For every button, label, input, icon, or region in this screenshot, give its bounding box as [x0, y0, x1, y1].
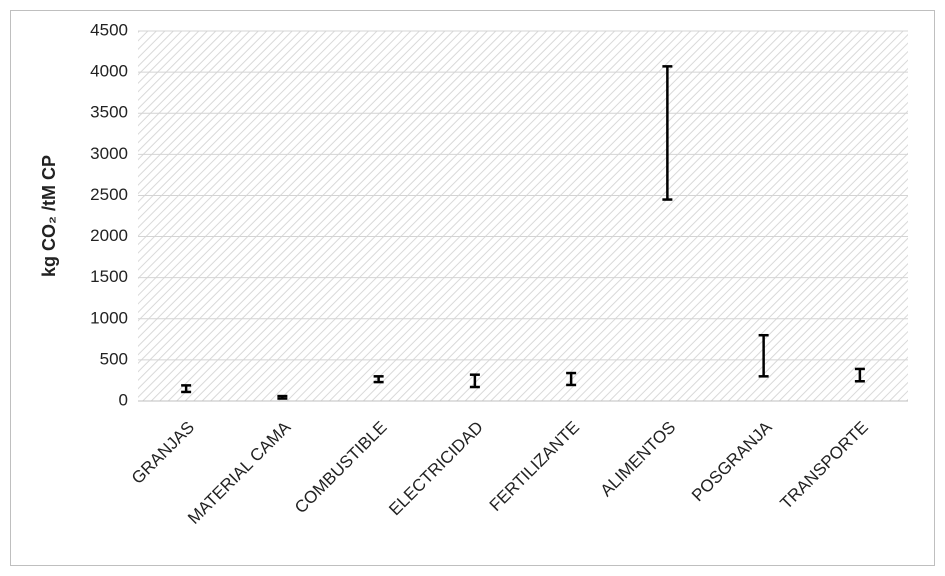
- y-tick-label: 4000: [90, 62, 128, 81]
- y-tick-label: 1500: [90, 267, 128, 286]
- y-tick-label: 2500: [90, 185, 128, 204]
- y-tick-label: 3500: [90, 103, 128, 122]
- y-tick-label: 0: [119, 390, 128, 409]
- plot-area: [138, 31, 908, 401]
- y-tick-label: 4500: [90, 20, 128, 39]
- y-tick-label: 500: [100, 349, 128, 368]
- y-tick-label: 3000: [90, 144, 128, 163]
- y-tick-label: 1000: [90, 308, 128, 327]
- y-axis-title: kg CO₂ /tM CP: [39, 155, 59, 277]
- y-tick-label: 2000: [90, 226, 128, 245]
